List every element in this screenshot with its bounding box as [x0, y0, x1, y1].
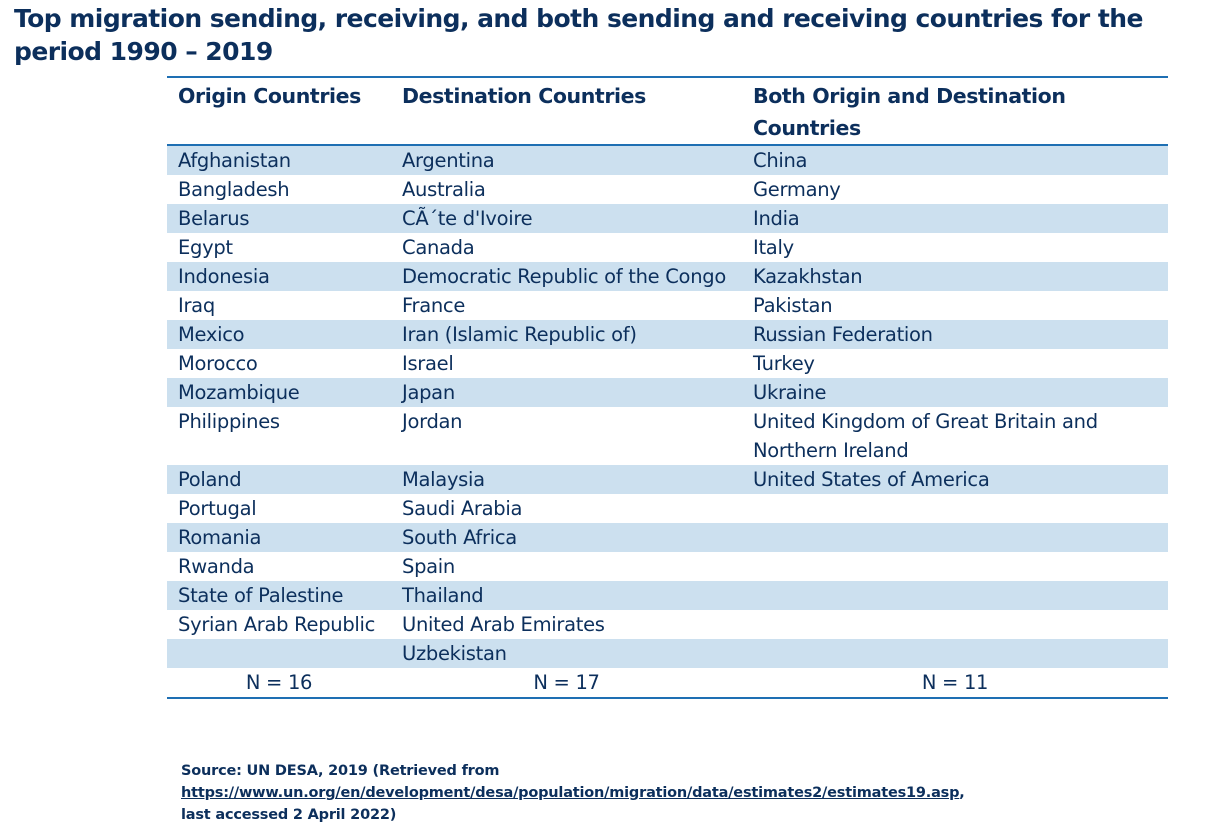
both-country-cell: Kazakhstan [742, 262, 1168, 291]
both-count: N = 11 [921, 671, 989, 694]
both-country-cell: Russian Federation [742, 320, 1168, 349]
table-row: Philippines Jordan United Kingdom of Great… [167, 407, 1168, 465]
origin-country-cell: Mozambique [167, 378, 391, 407]
table-row: Belarus CÃ´te d'Ivoire India [167, 204, 1168, 233]
destination-country-cell: Spain [402, 555, 455, 578]
origin-country-cell [167, 639, 391, 668]
destination-country-cell: Israel [402, 352, 454, 375]
table-row: Poland Malaysia United States of America [167, 465, 1168, 494]
both-country-cell [742, 494, 1168, 523]
table-header: Origin Countries Destination Countries B… [167, 77, 1168, 145]
origin-country-cell: Belarus [167, 204, 391, 233]
destination-country-cell: Jordan [402, 410, 463, 433]
destination-country-cell: France [402, 294, 466, 317]
origin-country-cell: Philippines [178, 410, 280, 433]
source-note: Source: UN DESA, 2019 (Retrieved from ht… [181, 760, 981, 826]
destination-country-cell: Uzbekistan [391, 639, 742, 668]
destination-country-cell: Democratic Republic of the Congo [391, 262, 742, 291]
origin-country-cell: Portugal [178, 497, 257, 520]
both-country-cell: United States of America [742, 465, 1168, 494]
origin-country-cell: Syrian Arab Republic [178, 613, 376, 636]
both-country-cell [742, 552, 1168, 581]
both-country-cell: United Kingdom of Great Britain and Nort… [753, 410, 1098, 462]
both-country-cell [742, 610, 1168, 639]
destination-country-cell: Malaysia [391, 465, 742, 494]
both-country-cell [742, 581, 1168, 610]
origin-country-cell: Rwanda [178, 555, 255, 578]
destination-country-cell: Iran (Islamic Republic of) [391, 320, 742, 349]
totals-row: N = 16 N = 17 N = 11 [167, 668, 1168, 698]
origin-country-cell: Poland [167, 465, 391, 494]
table-row: Uzbekistan [167, 639, 1168, 668]
source-prefix: Source: UN DESA, 2019 (Retrieved from [181, 763, 500, 779]
table-row: Afghanistan Argentina China [167, 145, 1168, 175]
table-footer: N = 16 N = 17 N = 11 [167, 668, 1168, 698]
destination-country-cell: United Arab Emirates [402, 613, 605, 636]
source-link-line: https://www.un.org/en/development/desa/p… [181, 782, 981, 804]
origin-count: N = 16 [245, 671, 313, 694]
destination-country-cell: Thailand [391, 581, 742, 610]
origin-country-cell: Mexico [167, 320, 391, 349]
destination-country-cell: Saudi Arabia [402, 497, 523, 520]
migration-table: Origin Countries Destination Countries B… [167, 76, 1168, 699]
table-row: Egypt Canada Italy [167, 233, 1168, 262]
migration-table-container: Origin Countries Destination Countries B… [167, 76, 1168, 699]
table-row: Syrian Arab Republic United Arab Emirates [167, 610, 1168, 639]
table-body: Afghanistan Argentina China Bangladesh Austr… [167, 145, 1168, 668]
table-row: Bangladesh Australia Germany [167, 175, 1168, 204]
table-row: Morocco Israel Turkey [167, 349, 1168, 378]
header-origin-countries: Origin Countries [178, 84, 361, 108]
origin-country-cell: Bangladesh [178, 178, 290, 201]
table-row: Mexico Iran (Islamic Republic of) Russian … [167, 320, 1168, 349]
origin-country-cell: Morocco [178, 352, 258, 375]
destination-country-cell: South Africa [391, 523, 742, 552]
table-row: Indonesia Democratic Republic of the Cong… [167, 262, 1168, 291]
both-country-cell: India [742, 204, 1168, 233]
header-both-origin-destination: Both Origin and Destination Countries [753, 84, 1066, 140]
source-accessed: last accessed 2 April 2022) [181, 807, 397, 823]
origin-country-cell: State of Palestine [167, 581, 391, 610]
table-row: Iraq France Pakistan [167, 291, 1168, 320]
destination-count: N = 17 [533, 671, 600, 694]
table-row: Rwanda Spain [167, 552, 1168, 581]
both-country-cell: Pakistan [753, 294, 833, 317]
both-country-cell: Turkey [753, 352, 815, 375]
source-link[interactable]: https://www.un.org/en/development/desa/p… [181, 785, 960, 801]
origin-country-cell: Egypt [178, 236, 233, 259]
table-row: State of Palestine Thailand [167, 581, 1168, 610]
page-title: Top migration sending, receiving, and bo… [14, 4, 1143, 66]
origin-country-cell: Indonesia [167, 262, 391, 291]
table-row: Mozambique Japan Ukraine [167, 378, 1168, 407]
destination-country-cell: Australia [402, 178, 486, 201]
destination-country-cell: Canada [402, 236, 475, 259]
table-row: Romania South Africa [167, 523, 1168, 552]
both-country-cell [742, 523, 1168, 552]
destination-country-cell: CÃ´te d'Ivoire [391, 204, 742, 233]
destination-country-cell: Argentina [391, 145, 742, 175]
source-link-comma: , [959, 785, 965, 801]
origin-country-cell: Iraq [178, 294, 215, 317]
both-country-cell: Ukraine [742, 378, 1168, 407]
both-country-cell: China [742, 145, 1168, 175]
both-country-cell [742, 639, 1168, 668]
origin-country-cell: Afghanistan [167, 145, 391, 175]
origin-country-cell: Romania [167, 523, 391, 552]
table-row: Portugal Saudi Arabia [167, 494, 1168, 523]
both-country-cell: Italy [753, 236, 794, 259]
header-row: Origin Countries Destination Countries B… [167, 77, 1168, 145]
destination-country-cell: Japan [391, 378, 742, 407]
both-country-cell: Germany [753, 178, 841, 201]
header-destination-countries: Destination Countries [402, 84, 646, 108]
